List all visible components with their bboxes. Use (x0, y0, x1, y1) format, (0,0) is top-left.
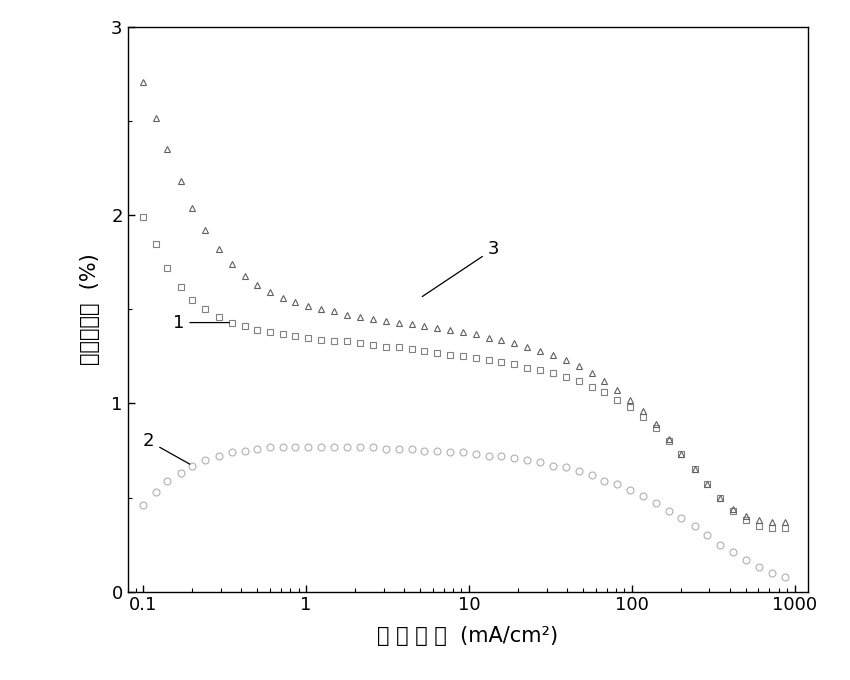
Text: 1: 1 (173, 313, 230, 332)
Y-axis label: 外量子效率  (%): 外量子效率 (%) (80, 254, 100, 365)
Text: 2: 2 (143, 432, 190, 464)
X-axis label: 电 流 密 度  (mA/cm²): 电 流 密 度 (mA/cm²) (377, 626, 558, 645)
Text: 3: 3 (422, 240, 499, 296)
